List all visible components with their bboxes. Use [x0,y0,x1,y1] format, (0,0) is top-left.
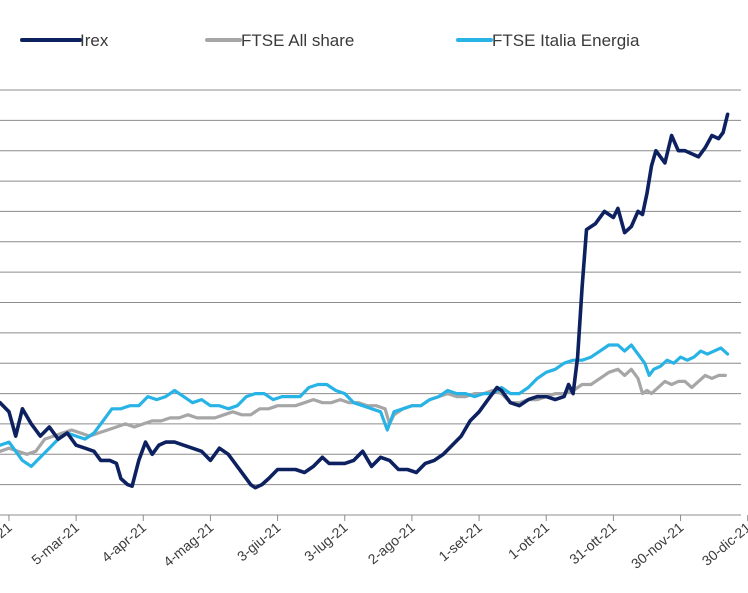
x-tick-label: 3-feb-21 [0,519,15,565]
x-tick-label: 30-dic-21 [699,519,748,569]
legend-item-ftse-italia-energia[interactable]: FTSE Italia Energia [456,31,640,50]
series-lines [0,112,730,490]
legend-item-irex[interactable]: Irex [20,31,109,50]
x-tick-label: 30-nov-21 [628,519,687,572]
x-tick-label: 3-giu-21 [234,519,284,564]
series-line-irex [0,112,730,490]
x-tick-label: 3-lug-21 [301,519,351,564]
series-line-ftse-italia-energia [0,343,730,468]
series-line-ftse-all-share [0,367,727,456]
legend: Irex FTSE All share FTSE Italia Energia [20,31,640,50]
legend-item-ftse-all-share[interactable]: FTSE All share [205,31,354,50]
legend-label-ftse-all-share: FTSE All share [241,31,354,50]
legend-label-irex: Irex [80,31,109,50]
x-tick-label: 5-mar-21 [28,519,82,568]
x-tick-label: 31-ott-21 [566,519,619,567]
x-tick-label: 2-ago-21 [365,519,418,567]
x-axis-ticks: 3-feb-21 5-mar-21 4-apr-21 4-mag-21 3-giu-21… [0,515,748,572]
legend-label-ftse-italia-energia: FTSE Italia Energia [492,31,640,50]
x-tick-label: 4-apr-21 [98,519,149,565]
gridlines [0,89,741,486]
x-tick-label: 1-ott-21 [505,519,552,562]
x-tick-label: 1-set-21 [435,519,485,564]
x-tick-label: 4-mag-21 [160,519,216,570]
